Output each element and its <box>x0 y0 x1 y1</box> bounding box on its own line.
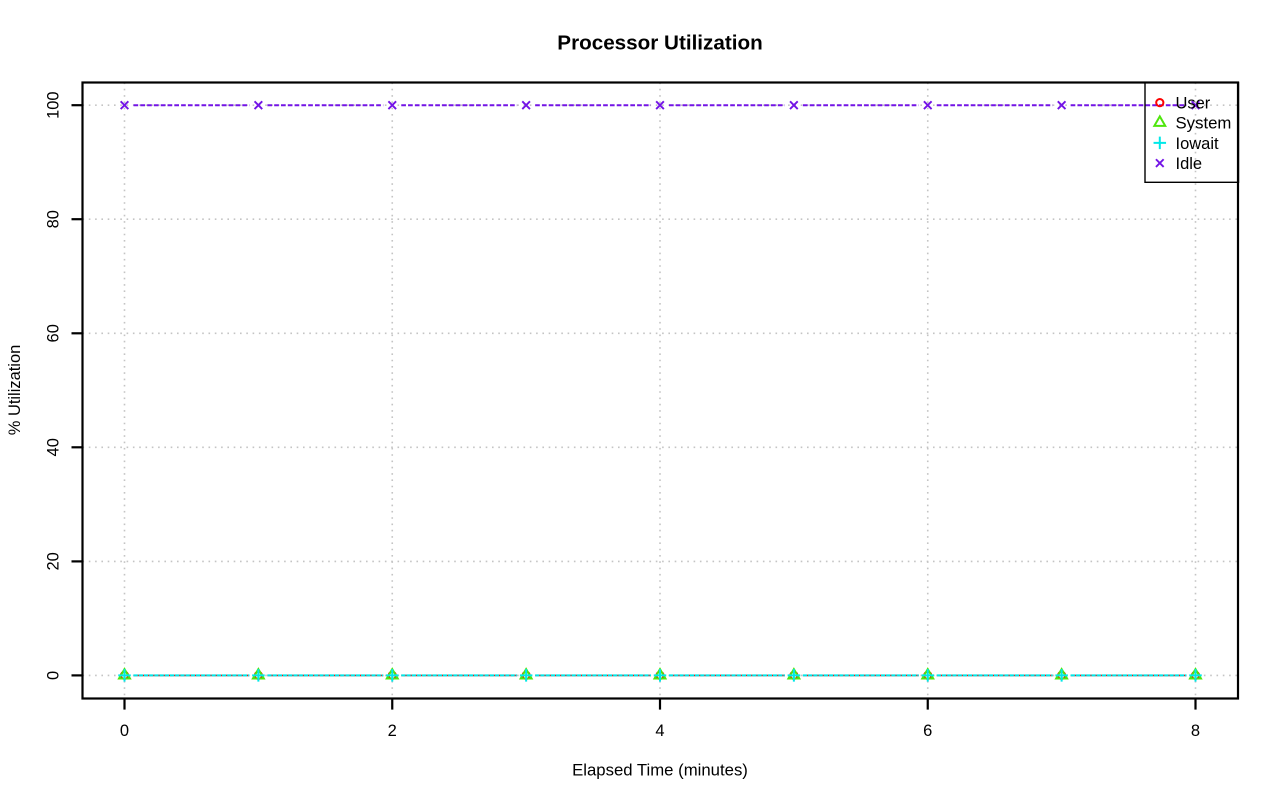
svg-text:0: 0 <box>45 671 63 680</box>
svg-text:20: 20 <box>45 552 63 570</box>
svg-text:Elapsed Time (minutes): Elapsed Time (minutes) <box>572 761 748 779</box>
svg-text:4: 4 <box>655 722 664 740</box>
svg-text:60: 60 <box>45 324 63 342</box>
svg-text:Processor Utilization: Processor Utilization <box>557 32 762 54</box>
svg-text:% Utilization: % Utilization <box>6 345 24 436</box>
svg-text:6: 6 <box>923 722 932 740</box>
svg-text:System: System <box>1176 115 1232 133</box>
svg-text:100: 100 <box>45 92 63 119</box>
svg-text:0: 0 <box>120 722 129 740</box>
svg-text:Iowait: Iowait <box>1176 135 1220 153</box>
svg-text:8: 8 <box>1191 722 1200 740</box>
svg-text:User: User <box>1176 95 1211 113</box>
svg-text:2: 2 <box>388 722 397 740</box>
svg-text:80: 80 <box>45 210 63 228</box>
svg-text:40: 40 <box>45 438 63 456</box>
svg-text:Idle: Idle <box>1176 155 1203 173</box>
